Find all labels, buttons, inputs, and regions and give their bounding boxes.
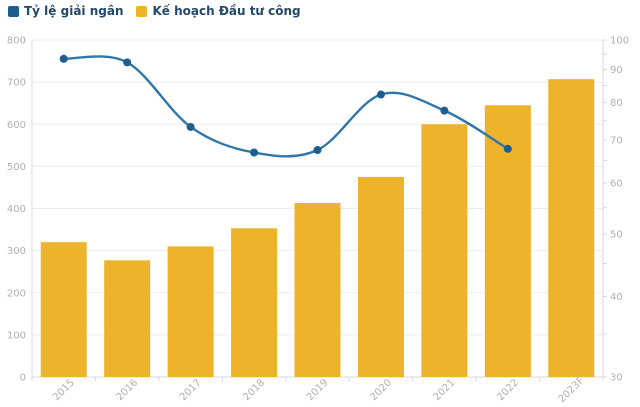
left-axis-label: 0 (20, 373, 26, 384)
x-axis-label-2017: 2017 (178, 377, 204, 403)
left-axis-label: 600 (7, 120, 26, 131)
bar-2015[interactable] (40, 242, 87, 377)
legend: Tỷ lệ giải ngân Kế hoạch Đầu tư công (8, 5, 301, 17)
marker-2015[interactable] (59, 54, 68, 63)
marker-2016[interactable] (123, 58, 132, 67)
right-axis-label: 90 (610, 65, 623, 76)
legend-label-public-investment-plan: Kế hoạch Đầu tư công (152, 4, 301, 18)
x-axis-label-2020: 2020 (368, 377, 394, 403)
bar-2019[interactable] (294, 203, 341, 377)
x-axis-label-2023F: 2023F (557, 375, 587, 405)
x-axis-label-2021: 2021 (432, 377, 458, 403)
right-axis-label: 50 (610, 230, 623, 241)
x-axis-label-2019: 2019 (305, 377, 331, 403)
marker-2021[interactable] (440, 106, 449, 115)
bar-2023F[interactable] (548, 79, 595, 378)
right-axis-label: 40 (610, 292, 623, 303)
legend-item-public-investment-plan[interactable]: Kế hoạch Đầu tư công (136, 4, 301, 18)
x-axis-label-2022: 2022 (495, 377, 521, 403)
marker-2017[interactable] (186, 122, 195, 131)
x-axis-label-2016: 2016 (115, 377, 141, 403)
marker-2018[interactable] (250, 148, 259, 157)
bar-2016[interactable] (104, 260, 151, 377)
right-axis-label: 100 (610, 36, 629, 47)
bar-2021[interactable] (421, 124, 468, 377)
right-axis-label: 70 (610, 135, 623, 146)
left-axis-label: 700 (7, 78, 26, 89)
x-axis-label-2015: 2015 (51, 377, 77, 403)
legend-label-disbursement-rate: Tỷ lệ giải ngân (24, 4, 124, 18)
marker-2022[interactable] (503, 144, 512, 153)
bar-2020[interactable] (357, 176, 404, 377)
bar-2018[interactable] (231, 228, 278, 377)
x-axis-label-2018: 2018 (241, 377, 267, 403)
bar-2017[interactable] (167, 246, 214, 377)
legend-item-disbursement-rate[interactable]: Tỷ lệ giải ngân (8, 5, 123, 17)
left-axis-label: 100 (7, 330, 26, 341)
left-axis-label: 300 (7, 246, 26, 257)
right-axis-label: 60 (610, 178, 623, 189)
marker-2020[interactable] (376, 90, 385, 99)
legend-swatch-blue-icon (8, 5, 19, 17)
right-axis-label: 80 (610, 98, 623, 109)
legend-swatch-yellow-icon (136, 5, 148, 17)
left-axis-label: 800 (7, 36, 26, 47)
left-axis-label: 500 (7, 162, 26, 173)
line-series-path (63, 55, 509, 158)
marker-2019[interactable] (313, 146, 322, 155)
left-axis-label: 200 (7, 288, 26, 299)
right-axis-label: 30 (610, 373, 623, 384)
left-axis-label: 400 (7, 204, 26, 215)
